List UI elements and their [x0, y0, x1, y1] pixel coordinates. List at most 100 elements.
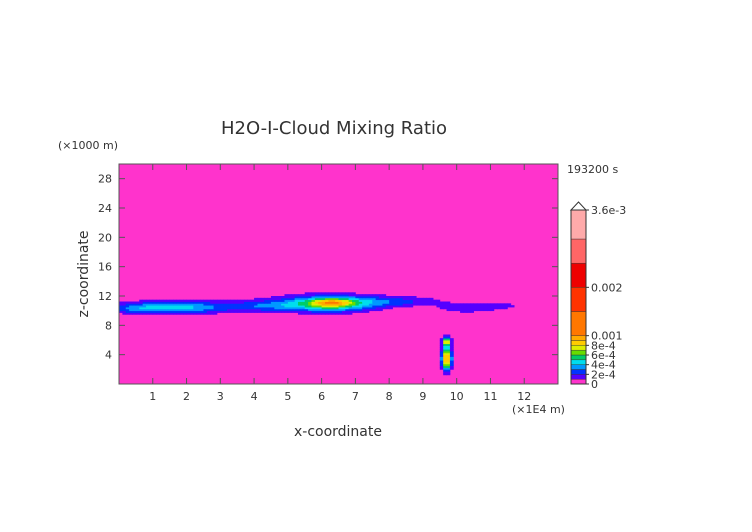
field-cell	[503, 303, 508, 306]
field-cell	[395, 305, 400, 308]
field-cell	[314, 310, 319, 313]
field-cell	[446, 308, 451, 312]
field-cell	[206, 307, 211, 310]
field-cell	[321, 312, 326, 315]
field-cell	[490, 307, 495, 310]
field-cell	[169, 299, 174, 302]
field-cell	[449, 354, 454, 357]
field-cell	[318, 312, 323, 315]
field-cell	[470, 305, 474, 308]
field-cell	[446, 301, 451, 304]
field-cell	[338, 301, 343, 304]
field-cell	[162, 307, 167, 310]
field-cell	[358, 299, 363, 302]
field-cell	[341, 303, 346, 306]
field-cell	[348, 310, 353, 313]
field-cell	[152, 308, 157, 312]
field-cell	[375, 299, 380, 302]
field-cell	[260, 299, 265, 302]
field-cell	[189, 312, 194, 315]
field-cell	[159, 301, 164, 304]
field-cell	[162, 312, 167, 315]
field-cell	[449, 351, 454, 354]
field-cell	[294, 294, 299, 297]
chart-title: H2O-I-Cloud Mixing Ratio	[221, 118, 447, 139]
field-cell	[358, 297, 363, 301]
field-cell	[196, 308, 201, 312]
field-cell	[220, 308, 225, 312]
field-cell	[297, 310, 302, 313]
field-cell	[362, 303, 366, 306]
field-cell	[297, 307, 302, 310]
x-tick-label: 5	[284, 390, 291, 403]
field-cell	[284, 307, 289, 310]
field-cell	[480, 307, 485, 310]
field-cell	[129, 305, 133, 308]
field-cell	[355, 299, 360, 302]
field-cell	[287, 303, 292, 306]
field-cell	[274, 305, 279, 308]
field-cell	[233, 299, 238, 302]
field-cell	[328, 297, 333, 301]
field-cell	[119, 308, 123, 312]
field-cell	[206, 299, 211, 302]
field-cell	[439, 351, 444, 354]
data-layer	[119, 292, 515, 376]
field-cell	[183, 307, 187, 310]
field-cell	[362, 307, 366, 310]
field-cell	[321, 307, 326, 310]
field-cell	[119, 305, 123, 308]
field-cell	[352, 308, 356, 312]
field-cell	[338, 310, 343, 313]
field-cell	[348, 294, 353, 297]
field-cell	[446, 343, 451, 346]
field-cell	[331, 299, 336, 302]
field-cell	[487, 305, 491, 308]
field-cell	[169, 312, 174, 315]
field-cell	[277, 305, 282, 308]
field-cell	[233, 301, 238, 304]
field-cell	[200, 301, 204, 304]
field-cell	[274, 310, 279, 313]
field-cell	[210, 312, 214, 315]
field-cell	[446, 365, 451, 368]
field-cell	[321, 294, 326, 297]
field-cell	[443, 351, 447, 354]
field-cell	[487, 308, 491, 312]
field-cell	[389, 301, 393, 304]
field-cell	[348, 305, 353, 308]
field-cell	[227, 301, 231, 304]
field-cell	[189, 305, 194, 308]
field-cell	[270, 297, 275, 301]
field-cell	[439, 354, 444, 357]
field-cell	[483, 305, 488, 308]
x-tick-label: 7	[352, 390, 359, 403]
field-cell	[129, 303, 133, 306]
field-cell	[139, 305, 144, 308]
field-cell	[149, 307, 154, 310]
field-cell	[142, 301, 147, 304]
field-cell	[135, 307, 140, 310]
field-cell	[449, 341, 454, 345]
field-cell	[476, 305, 481, 308]
field-cell	[372, 297, 377, 301]
field-cell	[135, 310, 140, 313]
field-cell	[291, 305, 295, 308]
field-cell	[247, 301, 252, 304]
field-cell	[436, 303, 441, 306]
field-cell	[443, 371, 447, 374]
field-cell	[149, 312, 154, 315]
field-cell	[311, 310, 316, 313]
field-cell	[156, 308, 160, 312]
field-cell	[281, 307, 285, 310]
field-cell	[243, 305, 248, 308]
field-cell	[203, 305, 208, 308]
field-cell	[429, 301, 434, 304]
field-cell	[146, 303, 150, 306]
field-cell	[399, 297, 404, 301]
field-cell	[119, 301, 123, 304]
field-cell	[446, 354, 451, 357]
field-cell	[362, 294, 366, 297]
field-cell	[324, 308, 329, 312]
